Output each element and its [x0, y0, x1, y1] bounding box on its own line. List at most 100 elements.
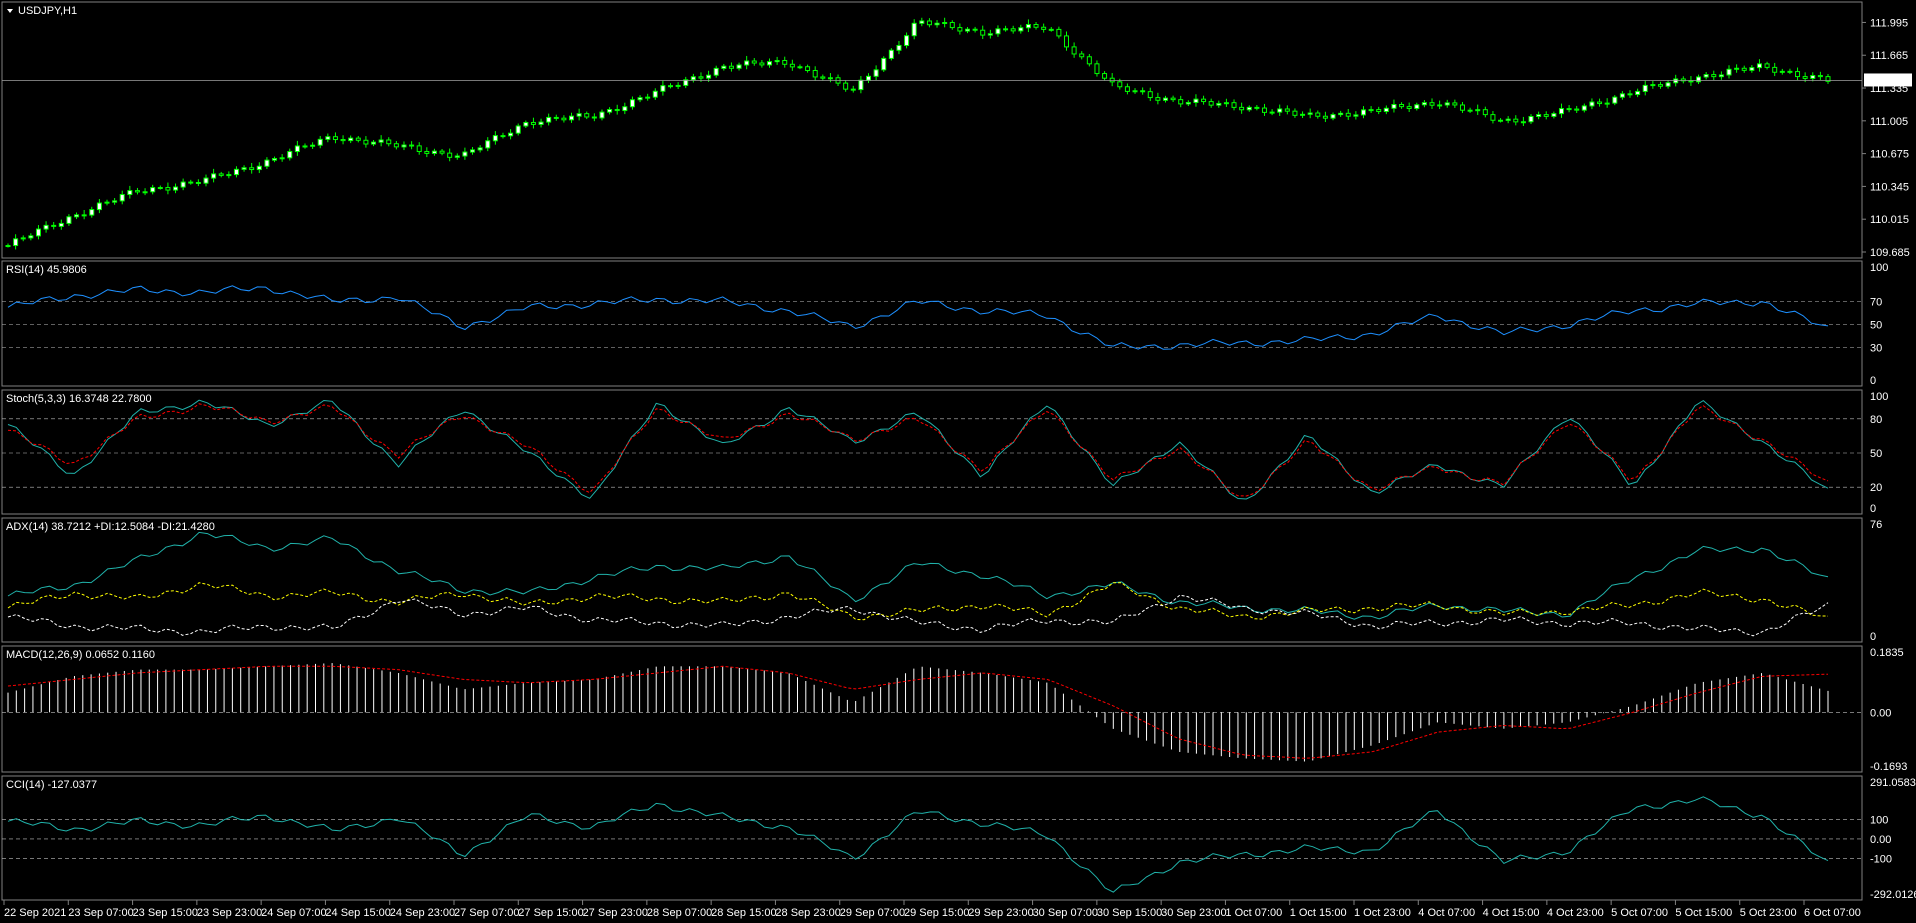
- candle-body: [1033, 24, 1039, 28]
- stoch-tick-label: 50: [1870, 448, 1882, 460]
- candle-body: [1368, 109, 1374, 112]
- candle-body: [736, 64, 742, 69]
- candle-body: [1597, 101, 1603, 105]
- candle-body: [1787, 70, 1793, 73]
- adx-series-2: [7, 594, 1829, 637]
- candle-body: [1399, 104, 1405, 108]
- candle-body: [51, 224, 57, 227]
- candle-body: [888, 49, 894, 59]
- candle-body: [302, 145, 308, 148]
- candle-body: [919, 20, 925, 24]
- candle-body: [1650, 84, 1656, 87]
- candle-body: [119, 194, 125, 202]
- time-tick-label: 29 Sep 15:00: [904, 907, 969, 919]
- time-tick-label: 5 Oct 07:00: [1611, 907, 1668, 919]
- candle-body: [1261, 107, 1267, 113]
- rsi-series-0: [7, 285, 1829, 350]
- candle-body: [652, 90, 658, 98]
- candle-body: [1566, 108, 1572, 111]
- candle-body: [896, 44, 902, 51]
- candle-body: [1376, 109, 1382, 113]
- price-tick-label: 111.665: [1870, 50, 1908, 62]
- price-tick-label: 111.005: [1870, 116, 1908, 128]
- candle-body: [1421, 102, 1427, 106]
- candle-body: [721, 65, 727, 69]
- candle-body: [759, 62, 765, 66]
- current-price-label: 111.411: [1867, 75, 1904, 87]
- candle-body: [1124, 86, 1130, 92]
- macd-signal-line: [7, 665, 1829, 759]
- rsi-tick-label: 100: [1870, 262, 1888, 274]
- candle-body: [1056, 28, 1062, 37]
- candle-body: [1642, 84, 1648, 92]
- candle-body: [1467, 109, 1473, 112]
- candle-body: [1536, 114, 1542, 118]
- candle-body: [165, 187, 171, 191]
- time-tick-label: 24 Sep 07:00: [261, 907, 326, 919]
- candle-body: [1825, 76, 1831, 82]
- candle-body: [964, 28, 970, 32]
- candle-body: [1756, 63, 1762, 69]
- candle-body: [462, 151, 468, 157]
- candle-body: [1711, 74, 1717, 78]
- candle-body: [805, 66, 811, 71]
- candle-body: [1079, 53, 1085, 58]
- candle-body: [1330, 114, 1336, 119]
- pane-frame-price: [1, 1, 1863, 259]
- candle-body: [683, 79, 689, 86]
- candle-body: [957, 27, 963, 32]
- candle-body: [249, 167, 255, 171]
- stoch-tick-label: 0: [1870, 503, 1876, 515]
- pane-frame-macd: [1, 645, 1863, 773]
- collapse-triangle-icon[interactable]: [7, 9, 13, 13]
- candle-body: [211, 173, 217, 179]
- candle-body: [96, 202, 102, 211]
- candle-body: [401, 144, 407, 148]
- time-tick-label: 30 Sep 15:00: [1097, 907, 1162, 919]
- candle-body: [74, 214, 80, 218]
- candle-body: [1665, 82, 1671, 87]
- macd-label: MACD(12,26,9) 0.0652 0.1160: [6, 649, 155, 661]
- price-tick-label: 110.345: [1870, 181, 1909, 193]
- candle-body: [637, 97, 643, 101]
- macd-tick-label: 0.1835: [1870, 647, 1904, 659]
- candle-body: [142, 191, 148, 194]
- candle-body: [972, 28, 978, 31]
- candle-body: [751, 60, 757, 64]
- candle-body: [622, 106, 628, 112]
- candle-body: [1284, 108, 1290, 112]
- candle-body: [1612, 96, 1618, 104]
- time-tick-label: 28 Sep 07:00: [647, 907, 712, 919]
- candle-body: [1718, 74, 1724, 78]
- candle-body: [20, 237, 26, 240]
- candle-body: [713, 67, 719, 76]
- candle-body: [546, 116, 552, 123]
- candle-body: [1010, 28, 1016, 32]
- candle-body: [934, 22, 940, 26]
- candle-body: [89, 209, 95, 216]
- candle-body: [530, 121, 536, 125]
- candle-body: [264, 159, 270, 167]
- time-tick-label: 5 Oct 15:00: [1675, 907, 1732, 919]
- candle-body: [371, 141, 377, 145]
- candle-body: [1193, 98, 1199, 104]
- time-tick-label: 1 Oct 23:00: [1354, 907, 1411, 919]
- candle-body: [1315, 112, 1321, 117]
- candle-body: [1117, 81, 1123, 88]
- candle-body: [195, 181, 201, 184]
- candle-body: [5, 245, 11, 248]
- candle-body: [1269, 111, 1275, 114]
- candle-body: [1528, 116, 1534, 123]
- candle-body: [629, 99, 635, 108]
- candle-body: [866, 75, 872, 81]
- candle-body: [173, 186, 179, 191]
- candle-body: [904, 35, 910, 46]
- candle-body: [340, 139, 346, 142]
- price-tick-label: 109.685: [1870, 247, 1910, 259]
- price-tick-label: 111.995: [1870, 17, 1908, 29]
- candle-body: [355, 137, 361, 141]
- time-tick-label: 28 Sep 23:00: [775, 907, 840, 919]
- candle-body: [1459, 104, 1465, 111]
